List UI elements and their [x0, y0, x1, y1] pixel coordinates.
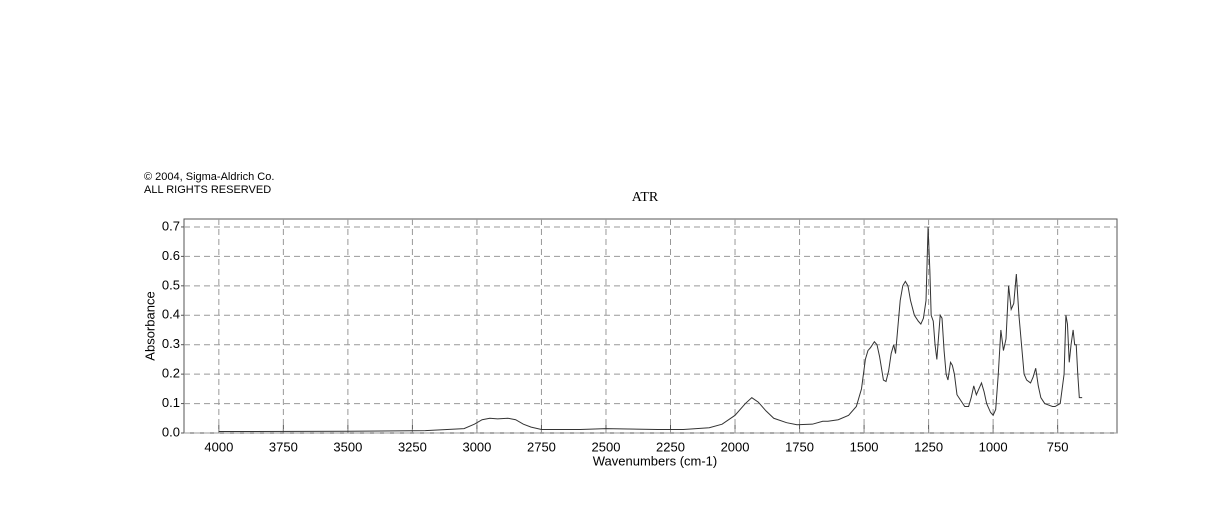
x-tick-label: 2250	[656, 439, 685, 454]
x-tick-label: 1750	[785, 439, 814, 454]
y-tick-label: 0.5	[162, 277, 180, 292]
x-tick-label: 2750	[527, 439, 556, 454]
y-tick-label: 0.2	[162, 366, 180, 381]
chart-title: ATR	[632, 190, 659, 205]
y-tick-label: 0.4	[162, 307, 180, 322]
x-tick-label: 3250	[398, 439, 427, 454]
x-tick-label: 2500	[592, 439, 621, 454]
x-tick-label: 3500	[333, 439, 362, 454]
y-axis-label: Absorbance	[142, 291, 157, 360]
x-axis-label: Wavenumbers (cm-1)	[593, 453, 717, 468]
x-tick-label: 3750	[269, 439, 298, 454]
y-tick-label: 0.1	[162, 395, 180, 410]
copyright: ALL RIGHTS RESERVED	[144, 184, 271, 196]
copyright: © 2004, Sigma-Aldrich Co.	[144, 171, 274, 183]
x-tick-label: 1250	[914, 439, 943, 454]
y-tick-label: 0.7	[162, 218, 180, 233]
x-tick-label: 3000	[462, 439, 491, 454]
x-tick-label: 1000	[979, 439, 1008, 454]
x-tick-label: 4000	[204, 439, 233, 454]
x-tick-label: 1500	[850, 439, 879, 454]
x-tick-label: 750	[1047, 439, 1069, 454]
y-tick-label: 0.6	[162, 248, 180, 263]
y-tick-label: 0.3	[162, 336, 180, 351]
plot-frame	[183, 218, 1118, 434]
spectrum-line	[218, 226, 1083, 433]
y-tick-label: 0.0	[162, 424, 180, 439]
x-tick-label: 2000	[721, 439, 750, 454]
